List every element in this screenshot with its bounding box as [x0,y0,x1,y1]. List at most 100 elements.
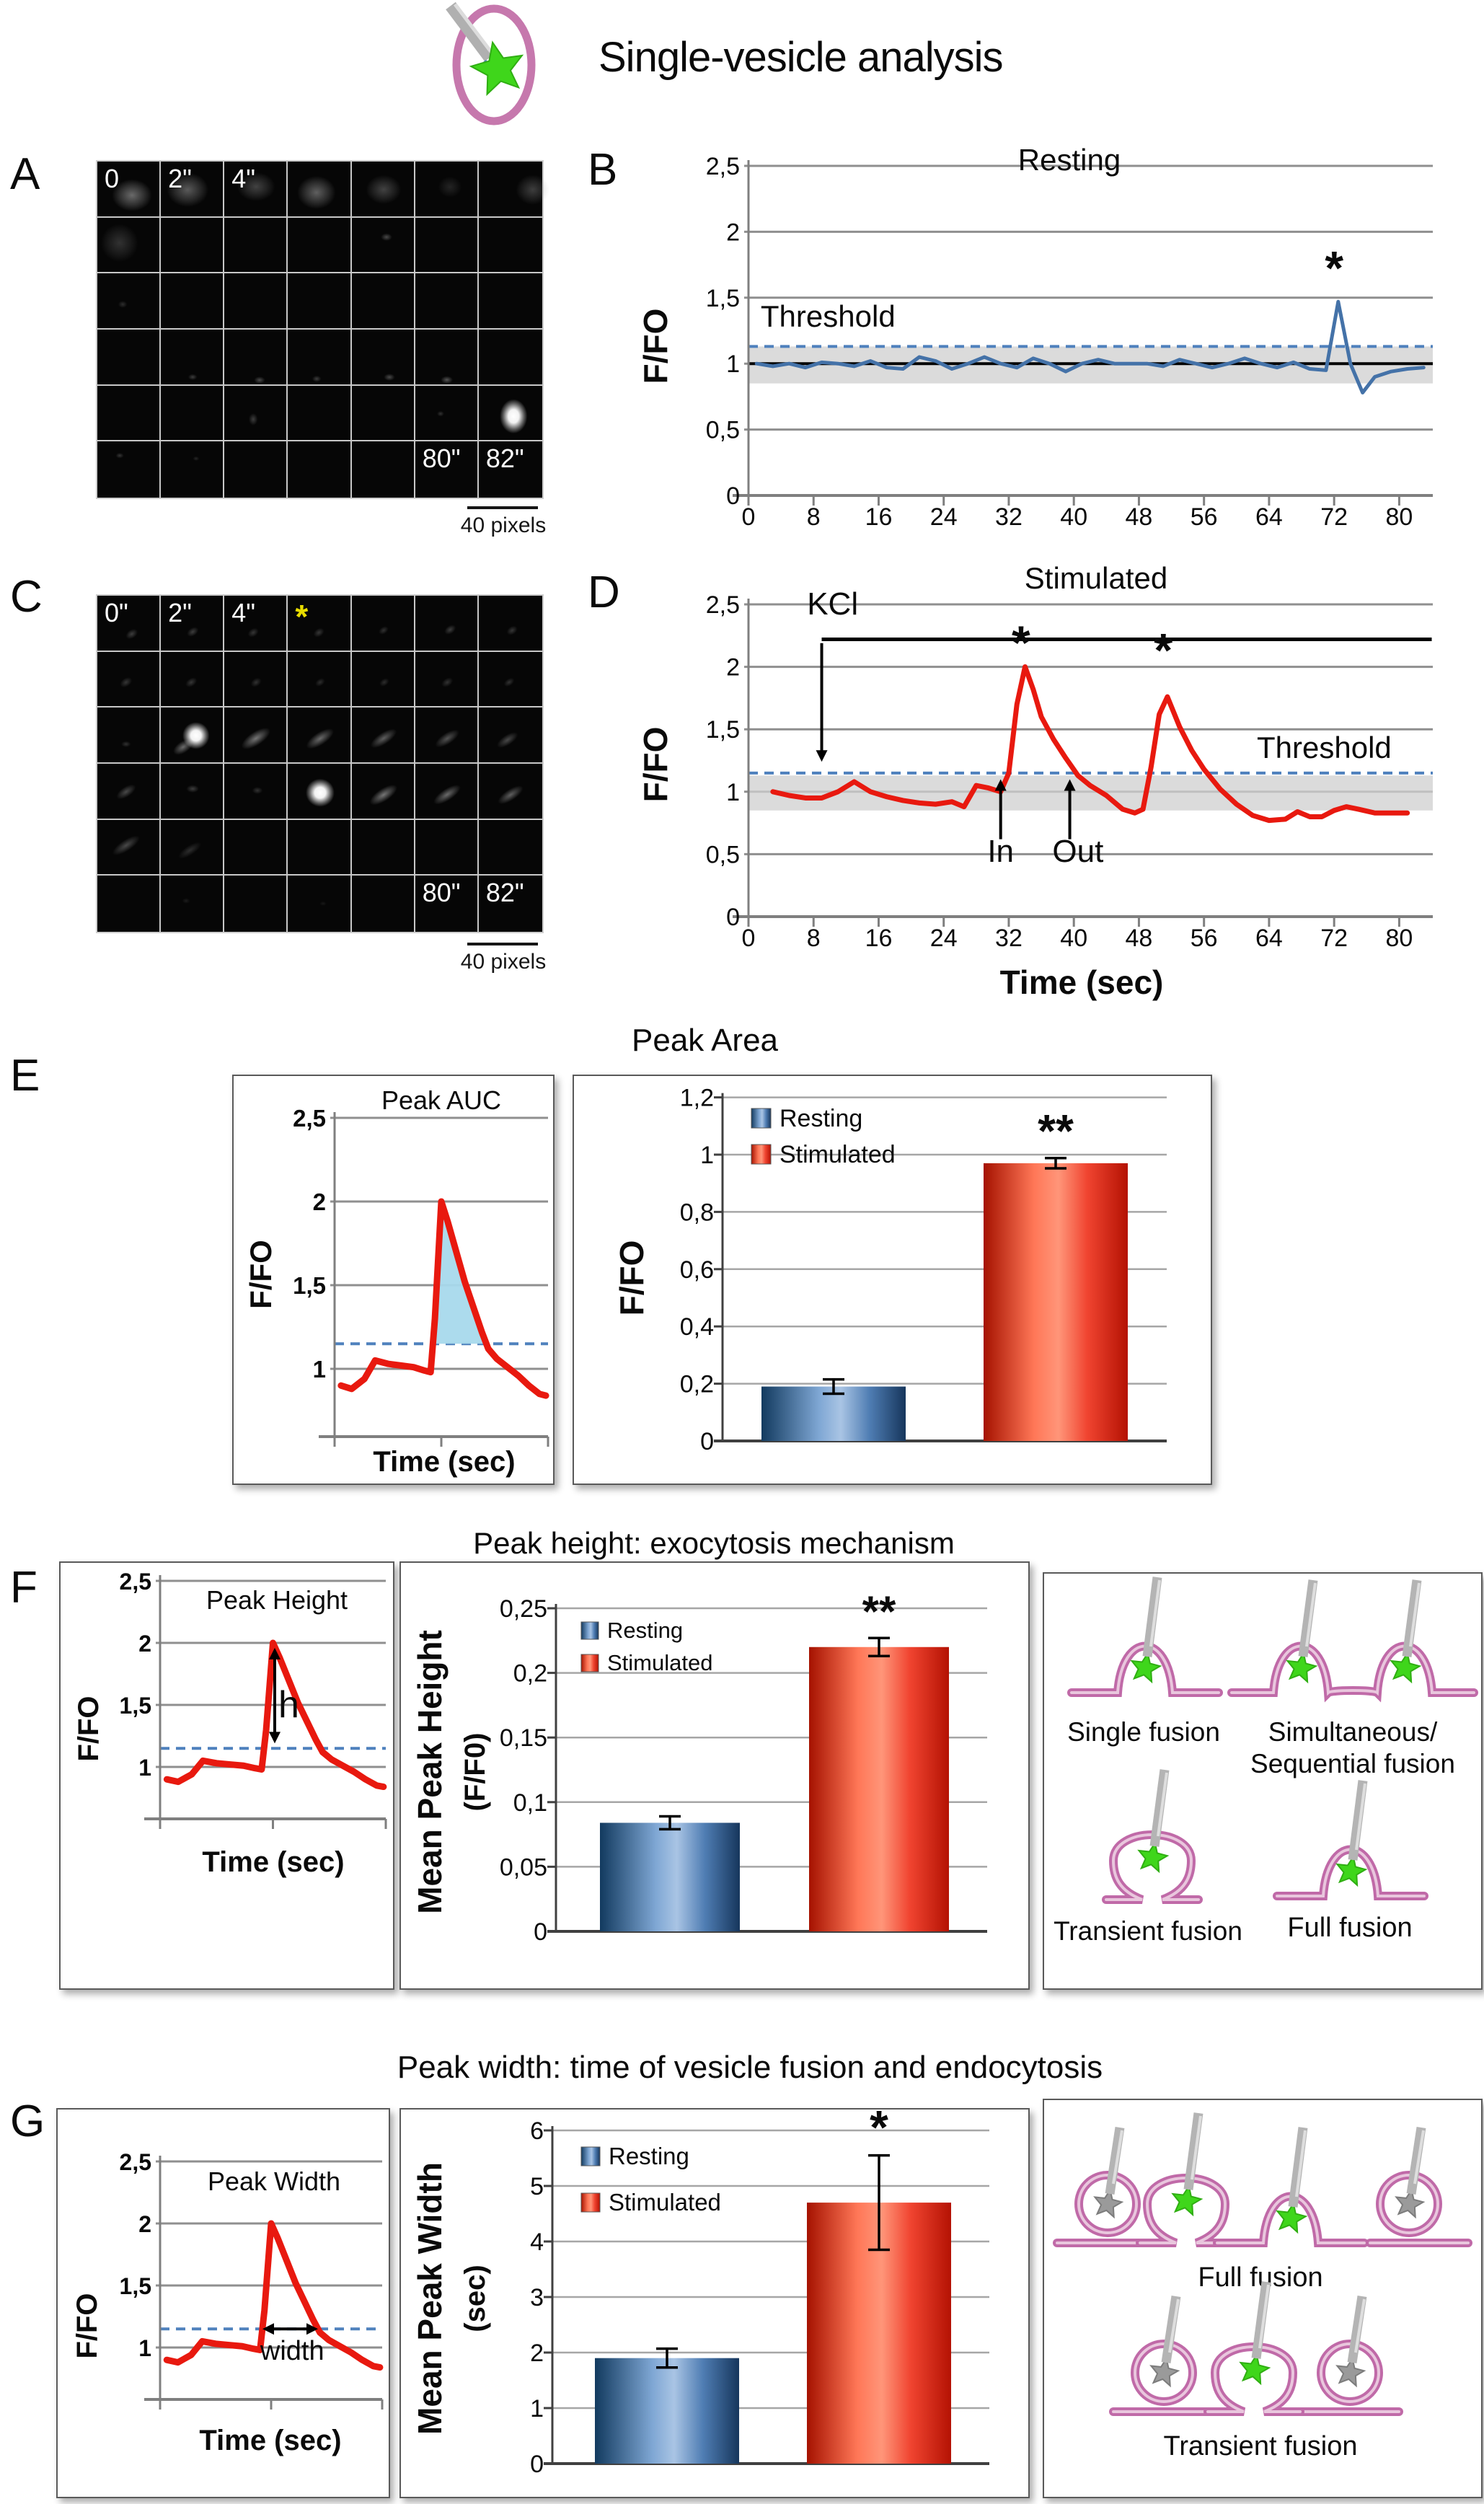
micro-frame [161,273,225,330]
y-tick-label: 1,5 [120,2273,151,2299]
bar-stimulated [809,1646,949,1931]
y-tick-label: 2 [530,2340,544,2367]
x-tick-label: 16 [865,925,893,952]
probe-pipette-icon [1298,1579,1318,1657]
micro-frame [224,330,288,386]
y-tick-label: 2 [138,1631,151,1657]
section-title-peak-area: Peak Area [632,1023,779,1058]
micro-frame [351,162,415,218]
x-tick-label: 80 [1385,503,1413,531]
chart-peak-width-curve: 1 1,5 2 2,5 width Peak Width F/FO Time (sec) [58,2110,389,2497]
micro-frame [288,162,352,218]
arrowhead [816,750,828,762]
micro-frame [97,217,162,274]
y-axis-label: F/FO [613,1240,650,1316]
annotation-text: width [260,2336,324,2366]
chart-svg-peak_height_curve: 1 1,5 2 2,5 h Peak Height F/FO Time (sec) [73,1569,387,1878]
scale-bar-line-c [467,943,538,945]
micro-frame [224,819,288,876]
panel-letter-d: D [588,568,620,617]
micro-frame [478,330,542,386]
x-tick-label: 48 [1126,503,1153,531]
micro-frame [224,385,288,442]
vesicle-fluorescence-spot [496,394,531,438]
legend-swatch-stimulated [580,1654,599,1672]
panel-box-peak-area-bars: 0 0,2 0,4 0,6 0,8 1 1,2 ** Resting Stimulated F/FO [573,1075,1212,1485]
micro-frame [351,596,415,652]
annotation-text: * [1154,624,1172,677]
y-tick-label: 1 [313,1356,326,1383]
microscopy-montage-stimulated: 0" 2" 4" * 80" 82" [96,594,544,933]
legend-swatch-resting [580,1621,599,1640]
legend-label: Stimulated [609,2189,721,2216]
vesicle-cargo-star-gray [1395,2187,1426,2219]
y-tick-label: 2 [726,219,740,246]
y-tick-label: 1 [700,1142,714,1169]
micro-frame [288,441,352,498]
legend-label: Resting [609,2143,689,2169]
annotation-text: * [1012,616,1030,669]
panel-letter-a: A [10,149,40,199]
chart-svg-peak_height_bars: 0 0,05 0,1 0,15 0,2 0,25 ** Resting Stimulated Me… [411,1587,987,1946]
frame-time-label: 80" [422,878,461,908]
micro-frame [415,441,479,498]
background-fluorescence [231,167,282,207]
x-tick-label: 16 [865,503,893,531]
x-tick-label: 0 [742,925,756,952]
micro-frame [415,330,479,386]
x-tick-label: 40 [1060,925,1087,952]
chart-peak-height-bars: 0 0,05 0,1 0,15 0,2 0,25 ** Resting Stimulated Me… [401,1563,1028,1988]
micro-frame [478,764,542,820]
annotation-text: Threshold [761,299,896,333]
micro-frame [351,707,415,764]
vesicle-fluorescence-spot [178,718,213,754]
series-peak_height_curve [163,1639,387,1791]
background-fluorescence [186,372,200,382]
chart-svg-resting: 0 8 16 24 32 40 48 56 64 72 80 0 0,5 1 1,5 2 2,5 * Thresho… [637,143,1433,531]
fusion-diagrams-svg: Single fusion Simultaneous/Sequential fus… [1054,1577,1478,1946]
y-tick-label: 0,25 [500,1595,547,1623]
micro-frame [478,218,542,274]
fusion-label: Sequential fusion [1250,1749,1455,1778]
panel-letter-c: C [10,572,43,622]
micro-frame [161,819,225,876]
chart-peak-height-curve: 1 1,5 2 2,5 h Peak Height F/FO Time (sec) [61,1563,393,1988]
probe-pipette-icon [1161,2296,1181,2363]
background-fluorescence [290,169,343,215]
chart-title: Peak Width [208,2166,340,2196]
y-tick-label: 2,5 [706,153,740,180]
significance-marker: ** [862,1587,896,1636]
chart-svg-peak_width_curve: 1 1,5 2 2,5 width Peak Width F/FO Time (sec) [71,2149,384,2456]
y-tick-label: 1 [726,779,740,806]
y-tick-label: 4 [530,2229,544,2256]
micro-frame [415,217,479,274]
micro-frame [161,876,225,932]
micro-frame [224,764,288,820]
y-tick-label: 1 [726,351,740,378]
micro-frame [478,273,542,330]
x-tick-label: 56 [1191,925,1218,952]
micro-frame [97,273,162,330]
micro-frame [161,651,225,708]
micro-frame [351,330,415,386]
arrowhead [1064,779,1076,791]
scale-bar-label-c: 40 pixels [460,950,547,974]
micro-frame [224,596,288,652]
legend-label: Resting [779,1105,862,1132]
y-tick-label: 0,5 [706,417,740,444]
y-axis-label: Mean Peak Width [411,2162,449,2435]
x-tick-label: 32 [995,925,1023,952]
series-peak_width_curve [163,2220,384,2371]
x-tick-label: 24 [930,503,958,531]
micro-frame [351,764,415,820]
background-fluorescence [183,783,202,795]
x-tick-label: 56 [1191,503,1218,531]
y-axis-label: Mean Peak Height [411,1630,449,1914]
chart-svg-peak_auc: 1 1,5 2 2,5 Peak AUC F/FO Time (sec) [244,1085,549,1478]
micro-frame [415,162,479,218]
frame-time-label: 2" [168,164,192,193]
x-tick-label: 8 [807,925,821,952]
y-tick-label: 0 [534,1918,547,1946]
y-tick-label: 6 [530,2117,544,2145]
chart-svg-peak_width_bars: 0 1 2 3 4 5 6 * Resting Stimulated Mean Peak Width… [411,2110,989,2478]
